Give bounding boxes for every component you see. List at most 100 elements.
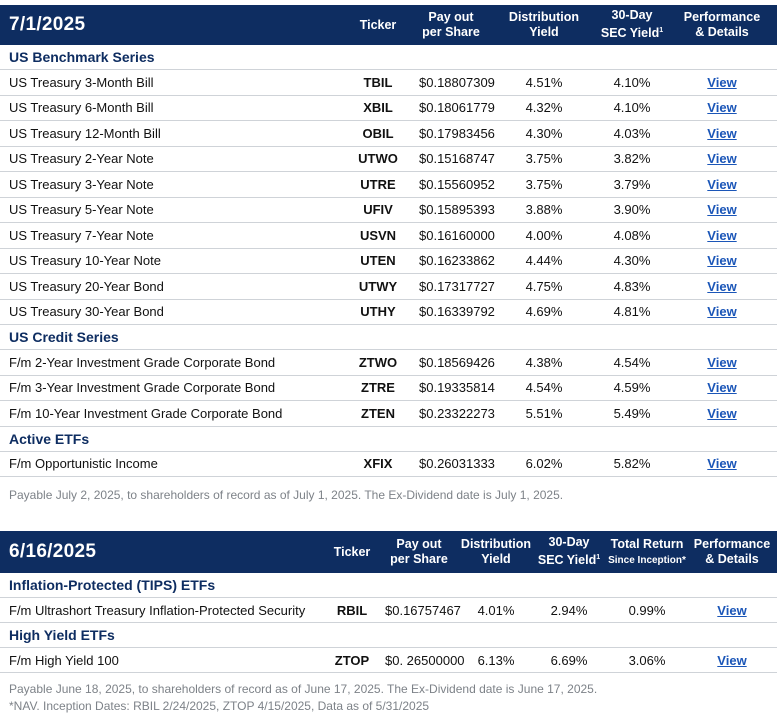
ticker: RBIL — [336, 602, 368, 618]
view-link[interactable]: View — [707, 151, 737, 167]
payout-per-share: $0.17317727 — [419, 278, 495, 294]
view-link[interactable]: View — [707, 253, 737, 269]
sec-yield: 4.54% — [613, 354, 651, 370]
fund-name: US Treasury 7-Year Note — [9, 227, 154, 243]
payout-per-share: $0.16339792 — [419, 304, 495, 320]
distribution-yield: 4.75% — [525, 278, 563, 294]
fund-name: US Treasury 2-Year Note — [9, 151, 154, 167]
distribution-yield: 6.02% — [525, 456, 563, 472]
col-performance: Performance & Details — [693, 537, 771, 566]
ticker: OBIL — [362, 125, 394, 141]
view-link[interactable]: View — [707, 227, 737, 243]
fund-name: US Treasury 20-Year Bond — [9, 278, 164, 294]
sec-yield: 4.30% — [613, 253, 651, 269]
table-body: Inflation-Protected (TIPS) ETFs F/m Ultra… — [0, 573, 777, 673]
col-payout: Pay out per Share — [422, 10, 480, 39]
col-distribution-yield: Distribution Yield — [508, 10, 580, 39]
sec-yield: 4.59% — [613, 380, 651, 396]
fund-name: F/m High Yield 100 — [9, 652, 119, 668]
fund-name: US Treasury 3-Month Bill — [9, 74, 154, 90]
distribution-yield: 6.13% — [477, 652, 515, 668]
ticker: XBIL — [363, 100, 393, 116]
distribution-yield: 4.00% — [525, 227, 563, 243]
footnote-inception: *NAV. Inception Dates: RBIL 2/24/2025, Z… — [9, 699, 430, 713]
sec-yield: 5.49% — [613, 405, 651, 421]
col-total-return: Total Return Since Inception* — [608, 536, 686, 566]
distribution-table-jul: 7/1/2025 Ticker Pay out per Share Distrib… — [0, 5, 777, 509]
total-return: 0.99% — [628, 602, 666, 618]
sec-yield: 4.10% — [613, 100, 651, 116]
performance-cell: View — [678, 452, 766, 477]
col-ticker: Ticker — [333, 544, 371, 559]
view-link[interactable]: View — [707, 380, 737, 396]
sec-yield: 5.82% — [613, 456, 651, 472]
section-title: US Benchmark Series — [0, 45, 777, 70]
payout-per-share: $0.15895393 — [419, 202, 495, 218]
table-row: F/m Opportunistic Income XFIX $0.26031333 6… — [0, 452, 777, 477]
payout-per-share: $0.16160000 — [419, 227, 495, 243]
sec-yield: 4.81% — [613, 304, 651, 320]
distribution-yield: 4.38% — [525, 354, 563, 370]
performance-cell: View — [688, 648, 776, 672]
fund-name: F/m 3-Year Investment Grade Corporate Bo… — [9, 380, 276, 396]
view-link[interactable]: View — [707, 125, 737, 141]
view-link[interactable]: View — [707, 278, 737, 294]
view-link[interactable]: View — [707, 100, 737, 116]
table-row: US Treasury 20-Year Bond UTWY $0.17317727 4… — [0, 274, 777, 300]
distribution-yield: 4.54% — [525, 380, 563, 396]
distribution-yield: 4.51% — [525, 74, 563, 90]
performance-cell: View — [678, 147, 766, 172]
section-title: Active ETFs — [0, 427, 777, 452]
payout-per-share: $0.23322273 — [419, 405, 495, 421]
view-link[interactable]: View — [707, 74, 737, 90]
table-row: US Treasury 12-Month Bill OBIL $0.17983456… — [0, 121, 777, 147]
sec-yield: 6.69% — [550, 652, 588, 668]
performance-cell: View — [678, 223, 766, 248]
view-link[interactable]: View — [707, 304, 737, 320]
view-link[interactable]: View — [707, 176, 737, 192]
performance-cell: View — [678, 249, 766, 274]
performance-cell: View — [678, 376, 766, 401]
table-row: F/m 3-Year Investment Grade Corporate Bo… — [0, 376, 777, 401]
ticker: TBIL — [363, 74, 393, 90]
view-link[interactable]: View — [707, 202, 737, 218]
view-link[interactable]: View — [707, 405, 737, 421]
payout-per-share: $0.19335814 — [419, 380, 495, 396]
sec-yield: 4.08% — [613, 227, 651, 243]
distribution-yield: 4.69% — [525, 304, 563, 320]
performance-cell: View — [688, 598, 776, 622]
performance-cell: View — [678, 198, 766, 223]
sec-yield: 4.10% — [613, 74, 651, 90]
view-link[interactable]: View — [717, 602, 747, 618]
distribution-yield: 3.88% — [525, 202, 563, 218]
payout-per-share: $0.15560952 — [419, 176, 495, 192]
view-link[interactable]: View — [717, 652, 747, 668]
col-sec-yield: 30-Day SEC Yield1 — [537, 535, 601, 568]
view-link[interactable]: View — [707, 456, 737, 472]
distribution-yield: 4.44% — [525, 253, 563, 269]
sec-yield: 3.82% — [613, 151, 651, 167]
total-return: 3.06% — [628, 652, 666, 668]
payout-per-share: $0.18807309 — [419, 74, 495, 90]
sec-yield: 3.90% — [613, 202, 651, 218]
table-row: US Treasury 3-Month Bill TBIL $0.18807309 4… — [0, 70, 777, 96]
section-title: High Yield ETFs — [0, 623, 777, 648]
footnote: Payable July 2, 2025, to shareholders of… — [9, 488, 564, 502]
col-sec-yield: 30-Day SEC Yield1 — [600, 8, 664, 41]
payout-per-share: $0.15168747 — [419, 151, 495, 167]
view-link[interactable]: View — [707, 354, 737, 370]
fund-name: US Treasury 30-Year Bond — [9, 304, 164, 320]
table-row: F/m 2-Year Investment Grade Corporate Bo… — [0, 350, 777, 376]
col-distribution-yield: Distribution Yield — [460, 537, 532, 566]
payout-per-share: $0. 26500000 — [385, 652, 465, 668]
distribution-yield: 3.75% — [525, 151, 563, 167]
table-row: US Treasury 6-Month Bill XBIL $0.18061779 4… — [0, 96, 777, 121]
performance-cell: View — [678, 172, 766, 197]
col-payout: Pay out per Share — [390, 537, 448, 566]
table-date: 7/1/2025 — [9, 14, 86, 35]
table-header: 7/1/2025 Ticker Pay out per Share Distrib… — [0, 5, 777, 45]
performance-cell: View — [678, 300, 766, 325]
table-row: US Treasury 10-Year Note UTEN $0.16233862 4… — [0, 249, 777, 274]
ticker: ZTWO — [358, 354, 398, 370]
